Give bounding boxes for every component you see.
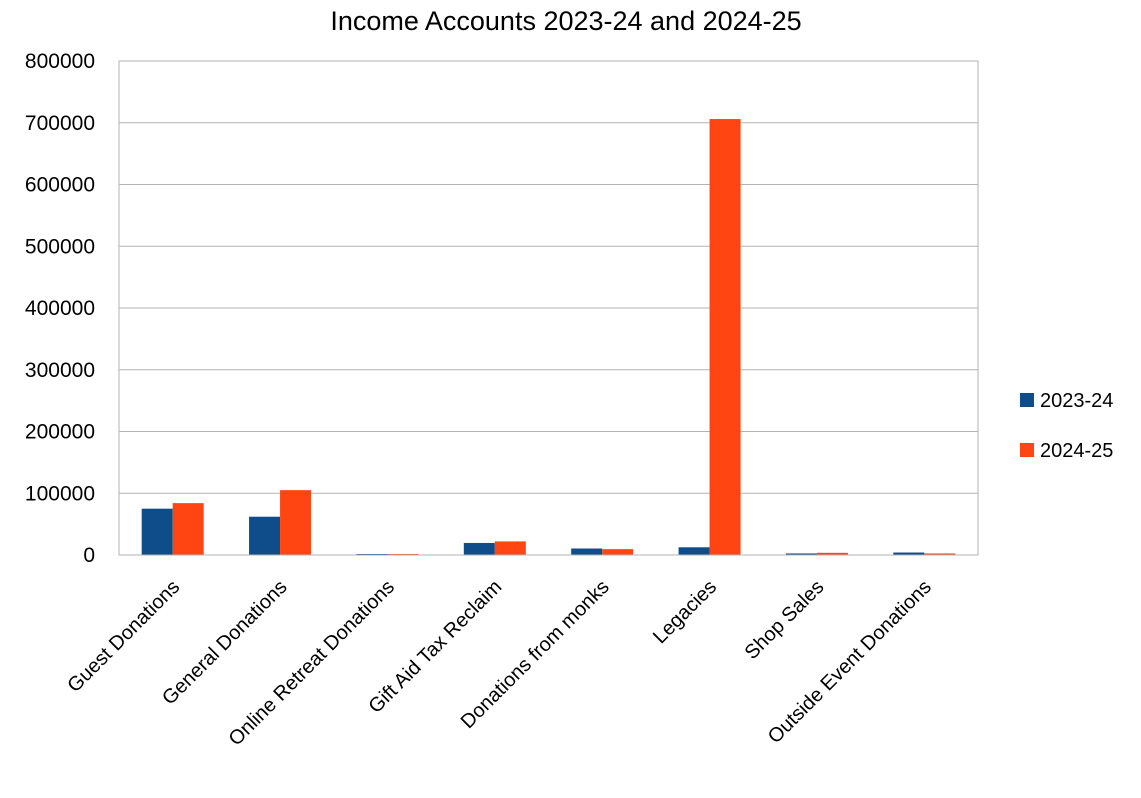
bar-2023-24-7 [893,552,925,555]
gridlines [119,60,978,556]
bar-2024-25-6 [816,552,848,555]
legend-swatch-2024-25 [1020,443,1034,457]
x-category-label: Shop Sales [741,576,829,664]
bar-2023-24-6 [785,553,817,555]
legend-label: 2023-24 [1040,390,1113,412]
bar-2024-25-3 [494,541,526,555]
legend-label: 2024-25 [1040,440,1113,462]
x-category-label: Guest Donations [63,576,184,697]
y-tick-label: 200000 [25,421,95,444]
plot-area-border [118,60,979,556]
bar-2023-24-4 [571,548,603,555]
bar-2023-24-3 [463,542,495,555]
y-tick-label: 500000 [25,235,95,258]
legend-swatch-2023-24 [1020,393,1034,407]
bar-2024-25-5 [709,119,741,556]
bars [141,119,956,556]
y-axis-ticks: 0 100000 200000 300000 400000 500000 600000 700… [25,50,95,567]
y-tick-label: 600000 [25,174,95,197]
y-tick-label: 300000 [25,359,95,382]
y-tick-label: 100000 [25,482,95,505]
bar-2024-25-1 [280,490,312,555]
x-category-label: Legacies [649,576,721,648]
y-tick-label: 400000 [25,297,95,320]
chart-title: Income Accounts 2023-24 and 2024-25 [330,6,801,36]
bar-2024-25-4 [602,549,634,555]
bar-2023-24-0 [141,508,173,555]
bar-2024-25-0 [172,503,204,555]
bar-2023-24-1 [249,516,281,555]
legend: 2023-24 2024-25 [1020,390,1113,462]
y-tick-label: 800000 [25,50,95,73]
bar-2024-25-7 [924,553,956,555]
y-tick-label: 0 [83,544,95,567]
bar-2023-24-5 [678,547,710,555]
y-tick-label: 700000 [25,112,95,135]
